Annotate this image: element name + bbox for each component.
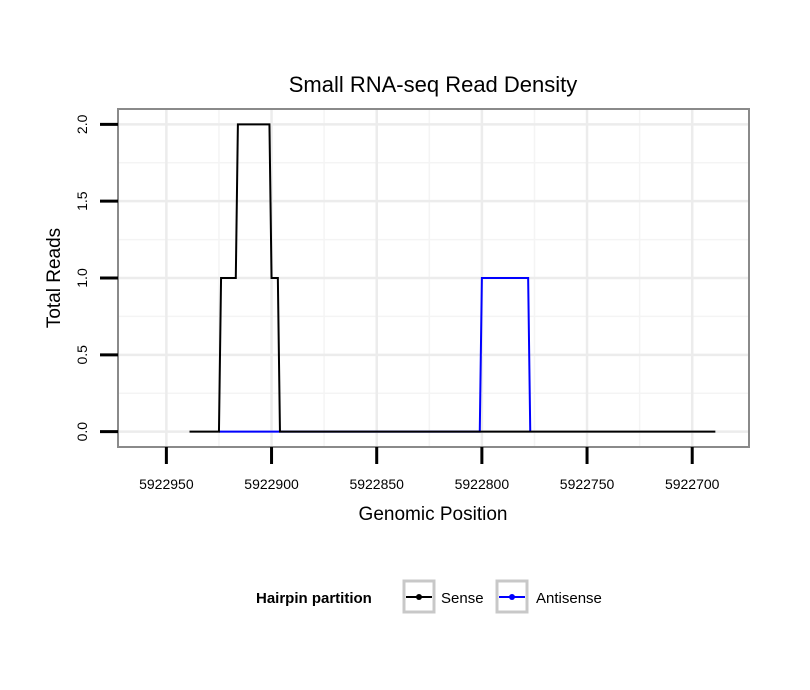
x-tick-label: 5922900 [244, 476, 299, 492]
x-tick-label: 5922950 [139, 476, 194, 492]
x-tick-label: 5922850 [349, 476, 404, 492]
legend-item-sense: Sense [402, 579, 484, 614]
series-line-sense [189, 123, 716, 433]
legend: Hairpin partition Sense Antisense [256, 579, 602, 614]
y-tick-label: 0.5 [74, 345, 90, 365]
x-tick-label: 5922700 [665, 476, 720, 492]
y-tick-label: 0.0 [74, 422, 90, 442]
series-lines [189, 123, 716, 433]
x-tick-label: 5922750 [560, 476, 615, 492]
y-tick-label: 1.5 [74, 191, 90, 211]
x-tick-label: 5922800 [455, 476, 510, 492]
legend-label-antisense: Antisense [536, 590, 602, 607]
y-axis: 0.0 0.5 1.0 1.5 2.0 [74, 114, 118, 441]
legend-marker-sense [416, 594, 422, 600]
legend-title: Hairpin partition [256, 590, 372, 607]
x-axis-title: Genomic Position [359, 504, 508, 525]
y-tick-label: 1.0 [74, 268, 90, 288]
legend-marker-antisense [509, 594, 515, 600]
legend-item-antisense: Antisense [495, 579, 602, 614]
legend-label-sense: Sense [441, 590, 484, 607]
y-axis-title: Total Reads [44, 228, 65, 328]
series-line-antisense [218, 277, 532, 433]
chart-title: Small RNA-seq Read Density [289, 72, 578, 97]
y-tick-label: 2.0 [74, 114, 90, 134]
x-axis: 5922950 5922900 5922850 5922800 5922750 59227… [139, 447, 720, 492]
grid-lines [118, 109, 749, 447]
